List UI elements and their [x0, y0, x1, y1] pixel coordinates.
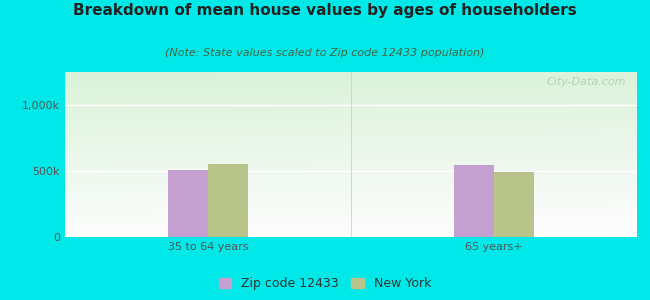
- Bar: [494, 172, 534, 237]
- Bar: [454, 165, 494, 237]
- Bar: [168, 170, 208, 237]
- Legend: Zip code 12433, New York: Zip code 12433, New York: [215, 273, 435, 294]
- Bar: [208, 164, 248, 237]
- Text: City-Data.com: City-Data.com: [546, 77, 625, 87]
- Text: (Note: State values scaled to Zip code 12433 population): (Note: State values scaled to Zip code 1…: [165, 48, 485, 58]
- Text: Breakdown of mean house values by ages of householders: Breakdown of mean house values by ages o…: [73, 3, 577, 18]
